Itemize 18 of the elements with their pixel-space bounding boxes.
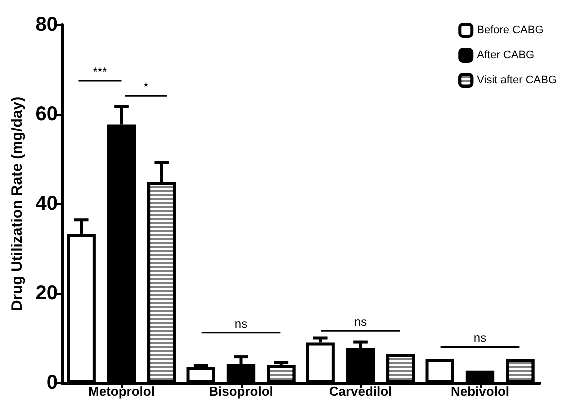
x-tick-label: Metoprolol — [88, 384, 155, 399]
legend-label: Before CABG — [477, 24, 544, 36]
annotation: * — [144, 80, 149, 94]
x-tick-label: Carvedilol — [329, 384, 392, 399]
y-axis-title: Drug Utilization Rate (mg/day) — [8, 96, 26, 312]
annotation: ns — [474, 331, 487, 346]
legend-label: Visit after CABG — [477, 74, 558, 86]
x-tick-label: Nebivolol — [450, 384, 510, 399]
annotation: ns — [234, 316, 248, 331]
legend-label: After CABG — [477, 50, 535, 62]
y-tick-label: 40 — [36, 193, 58, 215]
y-tick-label: 60 — [36, 104, 58, 126]
annotation: ns — [354, 315, 368, 330]
y-tick-label: 20 — [36, 282, 58, 304]
x-tick-label: Bisoprolol — [209, 384, 274, 399]
y-tick-label: 0 — [46, 372, 58, 394]
y-tick-label: 80 — [36, 14, 58, 36]
annotation: *** — [93, 64, 108, 79]
